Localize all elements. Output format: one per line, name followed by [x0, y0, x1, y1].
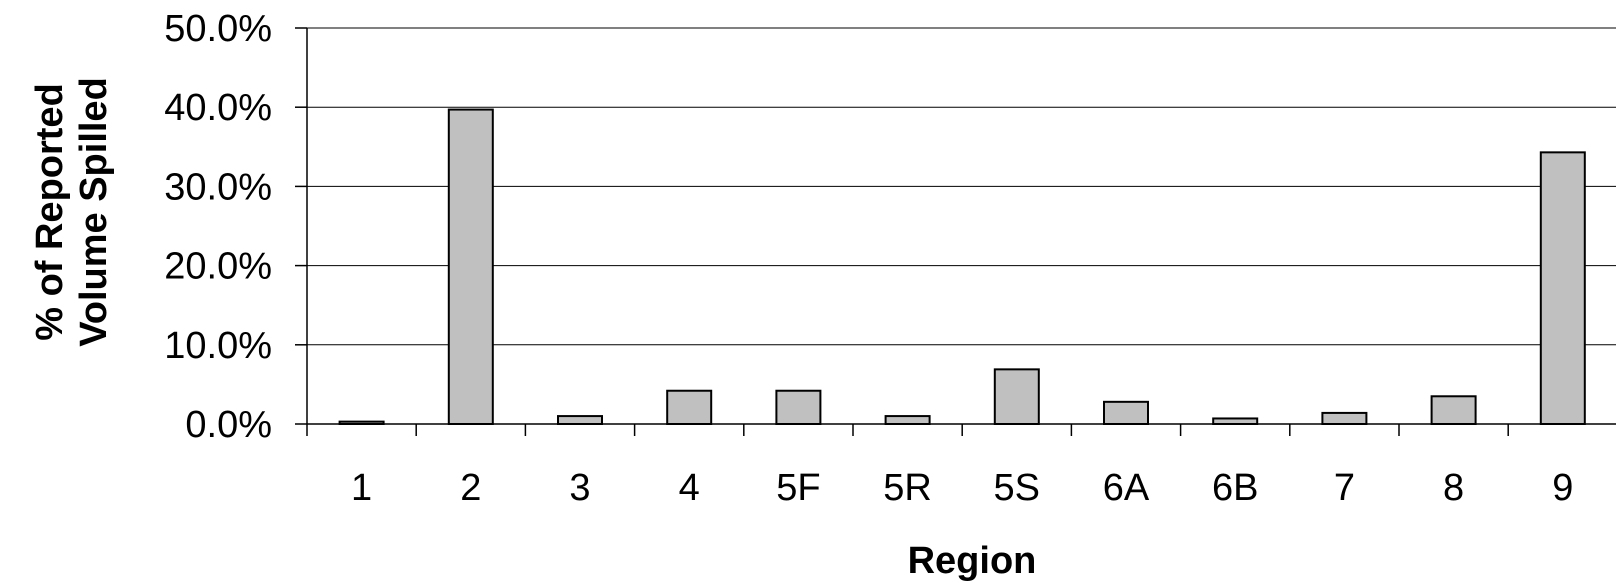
bar [1430, 395, 1477, 425]
y-tick-label: 50.0% [164, 8, 272, 50]
y-tick-label: 10.0% [164, 325, 272, 367]
bar [1321, 411, 1368, 425]
x-tick-label: 8 [1443, 467, 1464, 509]
bar [884, 415, 931, 425]
y-axis-title-line-1: % of Reported [29, 83, 71, 341]
y-axis-title-line-2: Volume Spilled [73, 77, 115, 347]
bar [1103, 400, 1149, 426]
x-tick-label: 6A [1103, 467, 1150, 509]
y-tick-label: 20.0% [164, 246, 272, 288]
gridlines [307, 27, 1616, 346]
bar [1212, 417, 1259, 425]
y-tick-label: 40.0% [164, 87, 272, 129]
x-tick-label: 3 [569, 467, 590, 509]
x-tick-label: 5F [776, 467, 820, 509]
x-tick-label: 2 [460, 467, 481, 509]
bar [666, 389, 713, 425]
bar [775, 389, 822, 425]
bar [557, 415, 603, 425]
x-axis-title: Region [908, 540, 1037, 582]
x-tick-label: 6B [1212, 467, 1258, 509]
x-tick-label: 7 [1334, 467, 1355, 509]
bar [1539, 151, 1586, 425]
bar [447, 108, 494, 426]
x-tick-label: 5R [883, 467, 932, 509]
y-axis-title: % of Reported Volume Spilled [29, 77, 115, 347]
x-tick-label: 5S [994, 467, 1040, 509]
x-tick-label: 9 [1552, 467, 1573, 509]
bar [993, 368, 1040, 425]
x-tick-labels: 1 2 3 4 5F 5R 5S 6A 6B 7 8 9 [306, 424, 1573, 509]
y-tick-label: 30.0% [164, 166, 272, 208]
bars [338, 108, 1586, 426]
y-tick-labels: 0.0% 10.0% 20.0% 30.0% 40.0% 50.0% [164, 8, 307, 446]
axes [306, 28, 1616, 425]
y-tick-label: 0.0% [185, 404, 272, 446]
x-tick-label: 4 [679, 467, 700, 509]
x-tick-label: 1 [351, 467, 372, 509]
